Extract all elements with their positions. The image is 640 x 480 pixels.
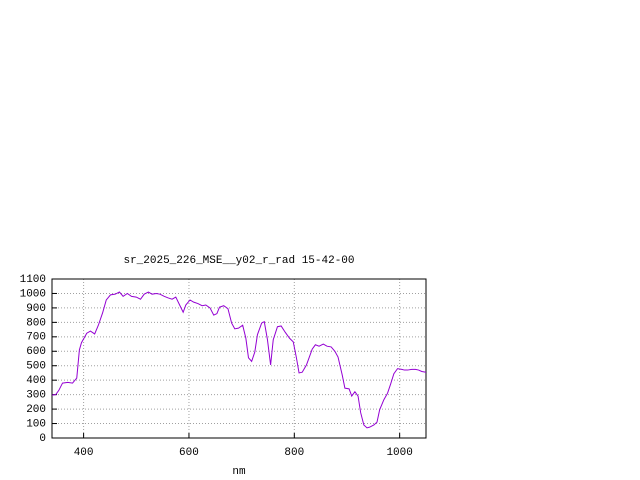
y-tick-label: 600 bbox=[26, 346, 46, 358]
x-tick-label: 600 bbox=[179, 447, 199, 459]
y-tick-label: 1100 bbox=[20, 274, 46, 286]
y-tick-label: 400 bbox=[26, 375, 46, 387]
y-tick-label: 300 bbox=[26, 390, 46, 402]
x-tick-label: 400 bbox=[74, 447, 94, 459]
y-tick-label: 800 bbox=[26, 317, 46, 329]
y-tick-label: 700 bbox=[26, 332, 46, 344]
y-tick-label: 0 bbox=[39, 433, 46, 445]
y-tick-label: 100 bbox=[26, 418, 46, 430]
data-line bbox=[51, 291, 427, 429]
x-axis-label: nm bbox=[232, 466, 246, 478]
y-tick-label: 500 bbox=[26, 361, 46, 373]
y-tick-label: 200 bbox=[26, 404, 46, 416]
chart-title: sr_2025_226_MSE__y02_r_rad 15-42-00 bbox=[123, 255, 354, 267]
y-tick-label: 1000 bbox=[20, 288, 46, 300]
plot-frame bbox=[51, 278, 427, 439]
x-tick-label: 800 bbox=[284, 447, 304, 459]
x-tick-label: 1000 bbox=[386, 447, 412, 459]
y-tick-label: 900 bbox=[26, 303, 46, 315]
